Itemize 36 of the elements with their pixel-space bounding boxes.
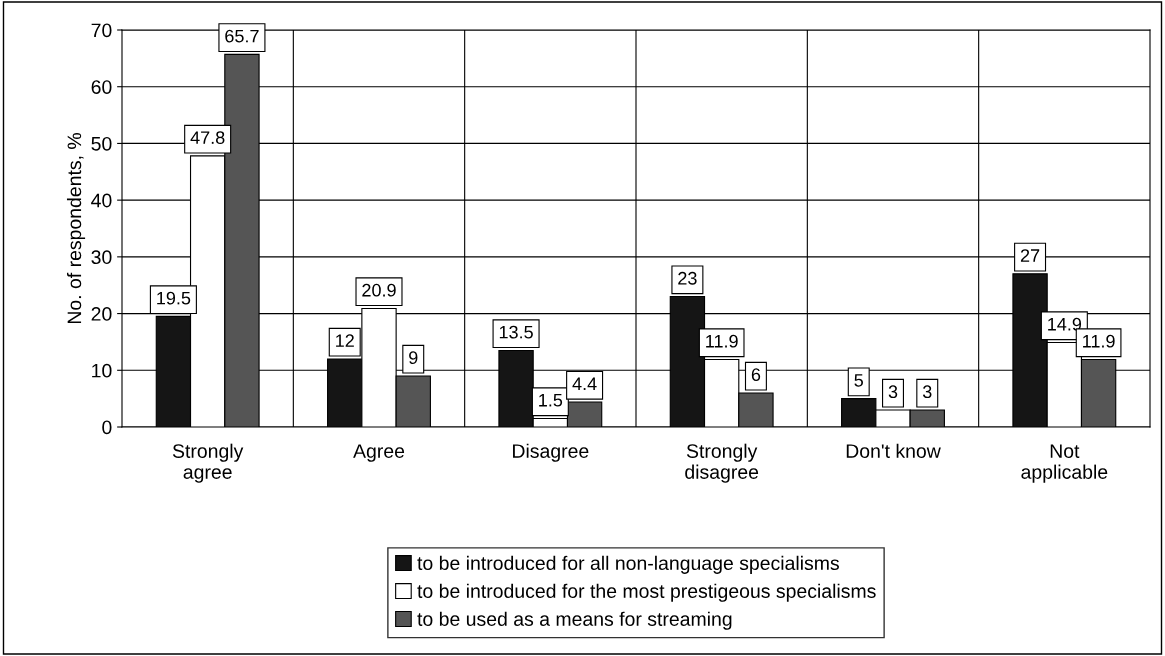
- x-tick-label: Don't know: [846, 443, 941, 458]
- data-label: 23: [678, 271, 697, 285]
- data-label: 19.5: [157, 291, 191, 305]
- data-label: 3: [922, 385, 932, 399]
- x-tick-label: Strongly agree: [172, 443, 244, 483]
- data-label: 47.8: [190, 131, 225, 144]
- data-label: 5: [854, 374, 863, 387]
- legend-label: to be introduced for all non-language specialisms: [417, 555, 839, 574]
- data-label: 11.9: [1083, 334, 1115, 348]
- data-label: 9: [409, 351, 418, 365]
- y-tick-label: 40: [91, 193, 112, 208]
- data-label: 65.7: [225, 29, 259, 43]
- data-label: 3: [888, 385, 898, 399]
- y-tick-label: 20: [91, 307, 112, 321]
- y-tick-label: 0: [102, 420, 112, 435]
- legend-label: to be used as a means for streaming: [417, 611, 732, 630]
- y-axis-title: No. of respondents, %: [66, 132, 86, 324]
- data-label: 12: [336, 334, 354, 347]
- data-label: 20.9: [362, 283, 396, 297]
- x-tick-label: Disagree: [513, 443, 589, 462]
- data-label: 14.9: [1048, 317, 1082, 331]
- y-tick-label: 50: [91, 136, 112, 151]
- data-label: 27: [1020, 249, 1040, 262]
- y-tick-label: 30: [91, 250, 112, 265]
- data-label: 13.5: [499, 325, 533, 339]
- data-label: 1.5: [539, 393, 563, 407]
- data-label: 4.4: [572, 377, 597, 390]
- x-tick-label: Strongly disagree: [685, 443, 759, 483]
- x-tick-label: Not applicable: [1021, 444, 1108, 483]
- y-tick-label: 60: [91, 80, 112, 94]
- data-label: 11.9: [706, 334, 738, 348]
- legend-label: to be introduced for the most prestigeous specialisms: [417, 583, 876, 602]
- data-label: 6: [751, 368, 761, 382]
- x-tick-label: Agree: [353, 444, 405, 462]
- y-tick-label: 10: [92, 363, 112, 378]
- y-tick-label: 70: [91, 23, 112, 38]
